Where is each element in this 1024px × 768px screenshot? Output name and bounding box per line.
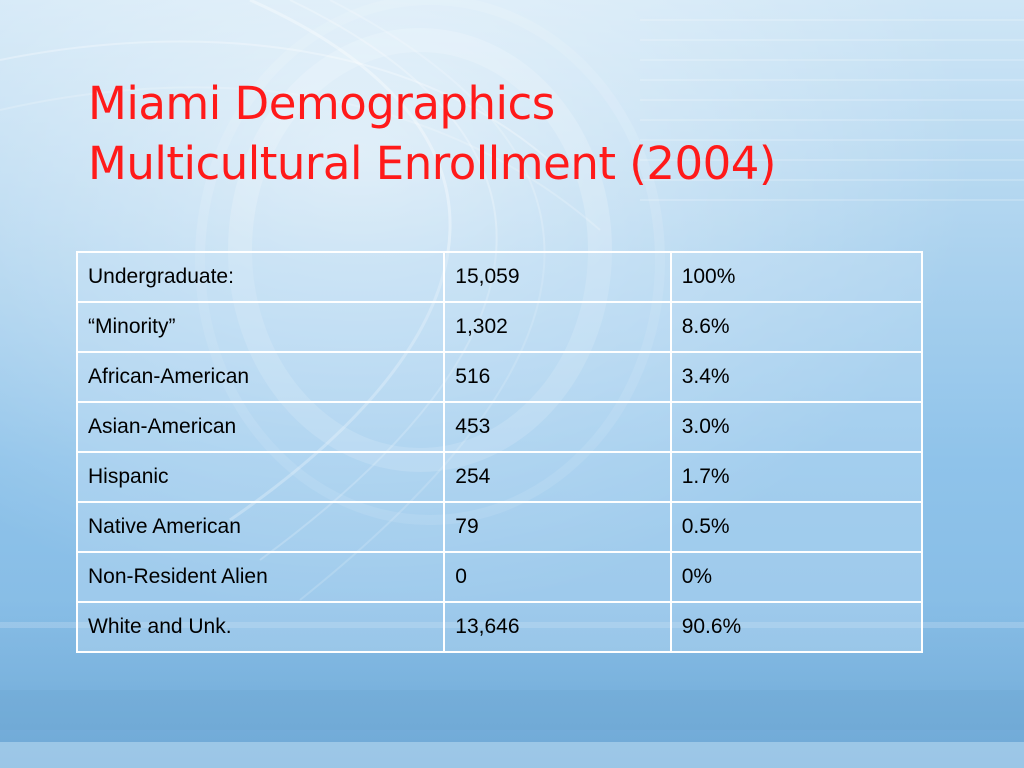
table-row: Native American 79 0.5% xyxy=(75,501,924,553)
category-cell: Hispanic xyxy=(75,451,446,503)
count-cell: 13,646 xyxy=(443,601,672,653)
table-row: Non-Resident Alien 0 0% xyxy=(75,551,924,603)
count-cell: 254 xyxy=(443,451,672,503)
percent-cell: 100% xyxy=(669,251,924,303)
category-cell: Asian-American xyxy=(75,401,446,453)
table-row: Asian-American 453 3.0% xyxy=(75,401,924,453)
category-cell: Native American xyxy=(75,501,446,553)
category-cell: Undergraduate: xyxy=(75,251,446,303)
table-row: African-American 516 3.4% xyxy=(75,351,924,403)
percent-cell: 0% xyxy=(669,551,924,603)
category-cell: Non-Resident Alien xyxy=(75,551,446,603)
count-cell: 453 xyxy=(443,401,672,453)
table-row: “Minority” 1,302 8.6% xyxy=(75,301,924,353)
percent-cell: 0.5% xyxy=(669,501,924,553)
count-cell: 1,302 xyxy=(443,301,672,353)
slide-title: Miami Demographics Multicultural Enrollm… xyxy=(88,74,776,194)
table-row: Hispanic 254 1.7% xyxy=(75,451,924,503)
count-cell: 0 xyxy=(443,551,672,603)
table-row: Undergraduate: 15,059 100% xyxy=(75,251,924,303)
enrollment-table: Undergraduate: 15,059 100% “Minority” 1,… xyxy=(75,251,924,653)
count-cell: 15,059 xyxy=(443,251,672,303)
percent-cell: 8.6% xyxy=(669,301,924,353)
percent-cell: 90.6% xyxy=(669,601,924,653)
percent-cell: 3.4% xyxy=(669,351,924,403)
title-line-1: Miami Demographics xyxy=(88,77,555,130)
count-cell: 79 xyxy=(443,501,672,553)
category-cell: “Minority” xyxy=(75,301,446,353)
title-line-2: Multicultural Enrollment (2004) xyxy=(88,137,776,190)
table-row: White and Unk. 13,646 90.6% xyxy=(75,601,924,653)
category-cell: White and Unk. xyxy=(75,601,446,653)
percent-cell: 1.7% xyxy=(669,451,924,503)
category-cell: African-American xyxy=(75,351,446,403)
percent-cell: 3.0% xyxy=(669,401,924,453)
count-cell: 516 xyxy=(443,351,672,403)
